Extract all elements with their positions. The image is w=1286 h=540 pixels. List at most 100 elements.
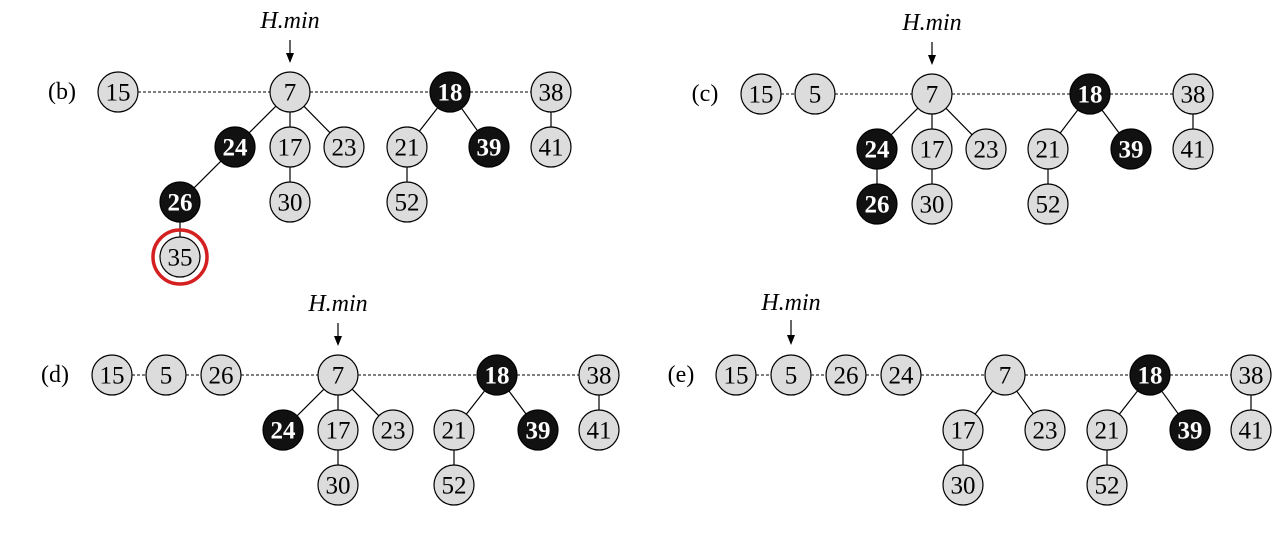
heap-node-23: 23 [372, 409, 414, 451]
tree-edge [974, 390, 994, 415]
heap-node-52: 52 [1086, 464, 1128, 506]
node-circle [578, 354, 620, 396]
node-key: 41 [587, 418, 612, 445]
node-circle [911, 183, 953, 225]
node-key: 26 [209, 363, 234, 390]
panel-b: (b) H.min 15 7 24 17 23 26 35 30 18 21 39 52 38 41 [48, 8, 572, 286]
node-circle [1024, 409, 1066, 451]
node-circle [323, 126, 365, 168]
node-key: 26 [834, 363, 859, 390]
node-circle [1086, 464, 1128, 506]
node-circle [214, 126, 256, 168]
tree-edge [418, 107, 439, 132]
heap-node-26: 26 [856, 183, 898, 225]
node-circle [372, 409, 414, 451]
node-circle [1069, 73, 1111, 115]
node-circle [317, 409, 359, 451]
node-circle [942, 409, 984, 451]
panel-label: (e) [668, 362, 695, 388]
tree-edge [351, 388, 380, 417]
panel-d: (d) H.min 15 5 26 7 24 17 23 30 18 21 39 52 38 41 [41, 291, 620, 506]
node-key: 21 [1036, 137, 1061, 164]
heap-node-7: 7 [911, 73, 953, 115]
tree-edge [890, 107, 919, 136]
node-key: 30 [326, 473, 351, 500]
node-circle [530, 126, 572, 168]
heap-node-17: 17 [911, 128, 953, 170]
node-key: 41 [1239, 418, 1264, 445]
node-circle [942, 464, 984, 506]
node-key: 38 [1239, 363, 1264, 390]
node-key: 18 [1078, 82, 1103, 109]
node-circle [145, 354, 187, 396]
tree-edge [1161, 390, 1179, 415]
node-key: 52 [1036, 192, 1061, 219]
heap-node-30: 30 [942, 464, 984, 506]
tree-edge [248, 105, 277, 134]
heap-node-7: 7 [269, 71, 311, 113]
node-circle [159, 236, 201, 278]
heap-node-30: 30 [269, 181, 311, 223]
node-circle [386, 181, 428, 223]
node-key: 30 [278, 190, 303, 217]
node-key: 24 [865, 137, 891, 164]
heap-node-18: 18 [476, 354, 518, 396]
node-circle [1129, 354, 1171, 396]
node-key: 15 [749, 82, 774, 109]
node-key: 5 [785, 363, 798, 390]
node-circle [911, 128, 953, 170]
node-key: 18 [1138, 363, 1163, 390]
hmin-pointer-label: H.min [259, 8, 319, 34]
panel-e: (e) H.min 15 5 26 24 7 17 23 30 18 21 39 52 38 41 [668, 290, 1272, 506]
heap-node-7: 7 [317, 354, 359, 396]
node-circle [1169, 409, 1211, 451]
tree-edge [296, 388, 325, 417]
heap-node-26: 26 [159, 181, 201, 223]
node-circle [740, 73, 782, 115]
node-key: 7 [332, 363, 345, 390]
heap-node-39: 39 [1110, 128, 1152, 170]
tree-edge [193, 160, 222, 189]
heap-node-24: 24 [856, 128, 898, 170]
node-key: 23 [381, 418, 406, 445]
panel-label: (d) [41, 362, 69, 388]
node-key: 15 [100, 363, 125, 390]
heap-node-38: 38 [1172, 73, 1214, 115]
highlight-ring [151, 228, 209, 286]
node-circle [1086, 409, 1128, 451]
node-circle [517, 409, 559, 451]
node-circle [965, 128, 1007, 170]
node-circle [317, 464, 359, 506]
heap-node-23: 23 [965, 128, 1007, 170]
heap-node-41: 41 [530, 126, 572, 168]
node-circle [476, 354, 518, 396]
node-key: 52 [395, 190, 420, 217]
heap-node-17: 17 [317, 409, 359, 451]
hmin-pointer-label: H.min [307, 291, 367, 317]
node-circle [1027, 183, 1069, 225]
heap-node-30: 30 [317, 464, 359, 506]
node-key: 39 [526, 418, 551, 445]
panel-label: (c) [692, 81, 719, 107]
node-circle [269, 126, 311, 168]
node-key: 17 [278, 135, 303, 162]
node-key: 23 [1033, 418, 1058, 445]
node-key: 15 [106, 80, 131, 107]
heap-node-17: 17 [942, 409, 984, 451]
node-circle [200, 354, 242, 396]
node-circle [269, 71, 311, 113]
node-key: 41 [1181, 137, 1206, 164]
heap-node-41: 41 [1230, 409, 1272, 451]
node-key: 7 [284, 80, 297, 107]
node-key: 39 [1178, 418, 1203, 445]
heap-node-41: 41 [1172, 128, 1214, 170]
heap-node-21: 21 [1086, 409, 1128, 451]
heap-node-15: 15 [97, 71, 139, 113]
node-circle [770, 354, 812, 396]
node-key: 23 [332, 135, 357, 162]
heap-node-24: 24 [880, 354, 922, 396]
heap-node-23: 23 [1024, 409, 1066, 451]
node-circle [1110, 128, 1152, 170]
heap-node-39: 39 [1169, 409, 1211, 451]
